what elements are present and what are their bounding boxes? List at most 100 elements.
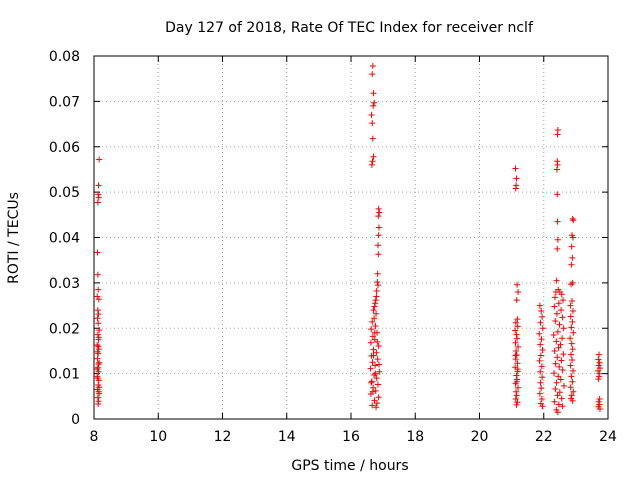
data-point — [369, 62, 376, 69]
data-point — [512, 165, 519, 172]
data-point — [369, 71, 376, 78]
x-tick-labels: 8 10 12 14 16 18 20 22 24 — [90, 429, 617, 445]
data-point — [570, 388, 577, 395]
data-point — [95, 182, 102, 189]
data-point — [514, 366, 521, 373]
data-point — [539, 403, 546, 410]
data-point — [513, 331, 520, 338]
data-point — [595, 356, 602, 363]
data-point — [551, 303, 558, 310]
data-point — [539, 347, 546, 354]
data-point — [555, 344, 562, 351]
data-point — [375, 224, 382, 231]
data-point — [568, 243, 575, 250]
y-tick-label: 0.06 — [49, 140, 80, 156]
data-point — [560, 382, 567, 389]
x-tick-label: 18 — [406, 429, 424, 445]
data-point — [369, 402, 376, 409]
data-point — [536, 357, 543, 364]
data-point — [374, 278, 381, 285]
data-point — [369, 120, 376, 127]
y-tick-label: 0.07 — [49, 94, 80, 110]
data-point — [95, 334, 102, 341]
data-point — [367, 339, 374, 346]
data-point — [560, 297, 567, 304]
data-point — [375, 232, 382, 239]
data-point — [368, 161, 375, 168]
data-point — [94, 348, 101, 355]
y-tick-label: 0.05 — [49, 185, 80, 201]
data-point — [512, 319, 519, 326]
x-tick-label: 10 — [149, 429, 167, 445]
data-point — [95, 343, 102, 350]
data-point — [569, 308, 576, 315]
data-point — [539, 325, 546, 332]
data-point — [376, 368, 383, 375]
data-point — [96, 327, 103, 334]
data-point — [374, 338, 381, 345]
data-point — [538, 336, 545, 343]
data-point — [515, 384, 522, 391]
data-point — [537, 379, 544, 386]
data-point — [512, 185, 519, 192]
data-point — [513, 297, 520, 304]
data-point — [537, 319, 544, 326]
data-point — [559, 403, 566, 410]
data-point — [371, 99, 378, 106]
data-point — [568, 392, 575, 399]
data-point — [556, 363, 563, 370]
data-point — [95, 311, 102, 318]
data-point — [568, 351, 575, 358]
data-point — [372, 297, 379, 304]
data-point — [375, 205, 382, 212]
data-point — [96, 359, 103, 366]
data-point — [370, 102, 377, 109]
data-point — [368, 379, 375, 386]
data-point — [375, 213, 382, 220]
data-point — [370, 352, 377, 359]
data-point — [371, 315, 378, 322]
data-point — [569, 378, 576, 385]
x-tick-label: 22 — [535, 429, 553, 445]
data-point — [95, 320, 102, 327]
data-point — [552, 360, 559, 367]
data-point — [554, 161, 561, 168]
data-point — [94, 355, 101, 362]
data-point — [557, 376, 564, 383]
data-point — [538, 396, 545, 403]
data-point — [95, 361, 102, 368]
data-point — [558, 307, 565, 314]
data-point — [371, 303, 378, 310]
data-point — [553, 379, 560, 386]
data-point — [554, 392, 561, 399]
data-point — [558, 291, 565, 298]
data-point — [513, 175, 520, 182]
data-point — [538, 363, 545, 370]
data-point — [596, 351, 603, 358]
data-point — [512, 396, 519, 403]
x-tick-label: 8 — [90, 429, 99, 445]
data-point — [556, 389, 563, 396]
data-point — [513, 372, 520, 379]
data-point — [595, 362, 602, 369]
y-tick-label: 0 — [71, 412, 80, 428]
data-point — [372, 300, 379, 307]
data-point — [515, 343, 522, 350]
ticks — [93, 55, 609, 420]
data-point — [368, 378, 375, 385]
data-point — [94, 315, 101, 322]
data-point — [568, 373, 575, 380]
data-point — [559, 335, 566, 342]
data-point — [554, 236, 561, 243]
y-tick-labels: 0 0.01 0.02 0.03 0.04 0.05 0.06 0.07 0.08 — [49, 49, 80, 428]
data-point — [515, 288, 522, 295]
data-point — [372, 370, 379, 377]
x-tick-label: 16 — [342, 429, 360, 445]
data-point — [95, 346, 102, 353]
data-point — [374, 356, 381, 363]
data-point — [514, 360, 521, 367]
data-point — [372, 322, 379, 329]
data-point — [569, 234, 576, 241]
data-point — [558, 357, 565, 364]
data-point — [373, 310, 380, 317]
